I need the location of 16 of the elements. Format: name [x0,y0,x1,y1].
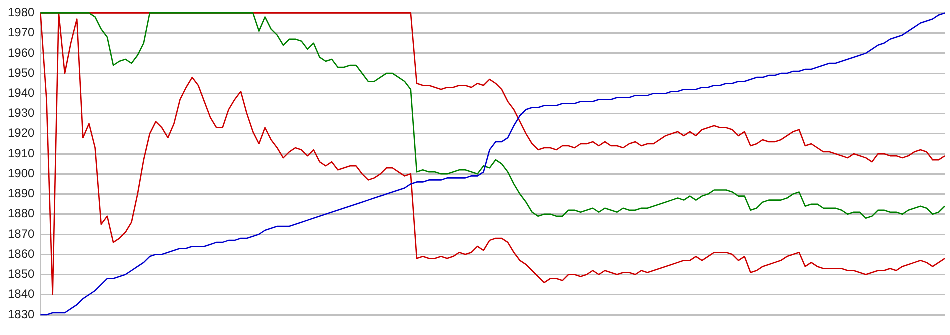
y-tick-label: 1970 [8,26,36,40]
y-tick-label: 1980 [8,6,36,20]
y-tick-label: 1850 [8,267,36,282]
y-tick-label: 1870 [8,226,36,241]
y-tick-label: 1960 [8,46,36,60]
y-tick-label: 1920 [8,126,36,140]
y-tick-label: 1830 [8,307,36,322]
y-tick-label: 1930 [8,106,36,120]
y-tick-label: 1950 [8,66,36,80]
y-tick-label: 1890 [8,186,36,201]
y-tick-label: 1860 [8,246,36,261]
y-tick-label: 1880 [8,206,36,221]
y-tick-label: 1940 [8,86,36,100]
y-tick-label: 1840 [8,287,36,302]
y-tick-label: 1910 [8,146,36,160]
y-tick-label: 1900 [8,166,36,180]
